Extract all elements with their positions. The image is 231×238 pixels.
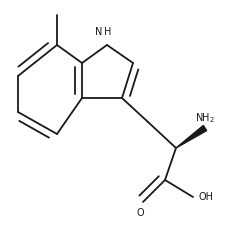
Polygon shape bbox=[175, 125, 206, 148]
Text: O: O bbox=[136, 208, 144, 218]
Text: OH: OH bbox=[198, 192, 213, 202]
Text: H: H bbox=[104, 27, 111, 37]
Text: N: N bbox=[94, 27, 102, 37]
Text: NH$_2$: NH$_2$ bbox=[194, 111, 214, 125]
